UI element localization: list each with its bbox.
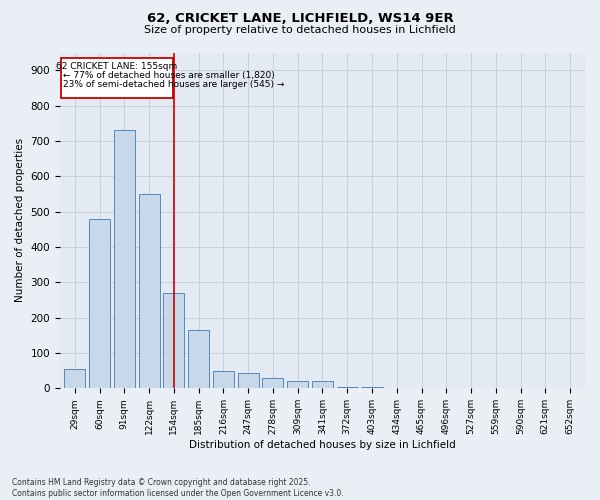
- X-axis label: Distribution of detached houses by size in Lichfield: Distribution of detached houses by size …: [189, 440, 456, 450]
- Bar: [312, 382, 333, 388]
- FancyBboxPatch shape: [61, 58, 173, 98]
- Text: 62 CRICKET LANE: 155sqm: 62 CRICKET LANE: 155sqm: [56, 62, 178, 71]
- Bar: [64, 369, 85, 388]
- Y-axis label: Number of detached properties: Number of detached properties: [15, 138, 25, 302]
- Bar: [163, 293, 184, 388]
- Text: Contains HM Land Registry data © Crown copyright and database right 2025.
Contai: Contains HM Land Registry data © Crown c…: [12, 478, 344, 498]
- Text: ← 77% of detached houses are smaller (1,820): ← 77% of detached houses are smaller (1,…: [63, 71, 275, 80]
- Text: 62, CRICKET LANE, LICHFIELD, WS14 9ER: 62, CRICKET LANE, LICHFIELD, WS14 9ER: [146, 12, 454, 26]
- Bar: [114, 130, 135, 388]
- Bar: [238, 373, 259, 388]
- Bar: [337, 386, 358, 388]
- Bar: [213, 370, 234, 388]
- Bar: [262, 378, 283, 388]
- Text: 23% of semi-detached houses are larger (545) →: 23% of semi-detached houses are larger (…: [63, 80, 284, 88]
- Bar: [188, 330, 209, 388]
- Bar: [287, 382, 308, 388]
- Text: Size of property relative to detached houses in Lichfield: Size of property relative to detached ho…: [144, 25, 456, 35]
- Bar: [139, 194, 160, 388]
- Bar: [89, 218, 110, 388]
